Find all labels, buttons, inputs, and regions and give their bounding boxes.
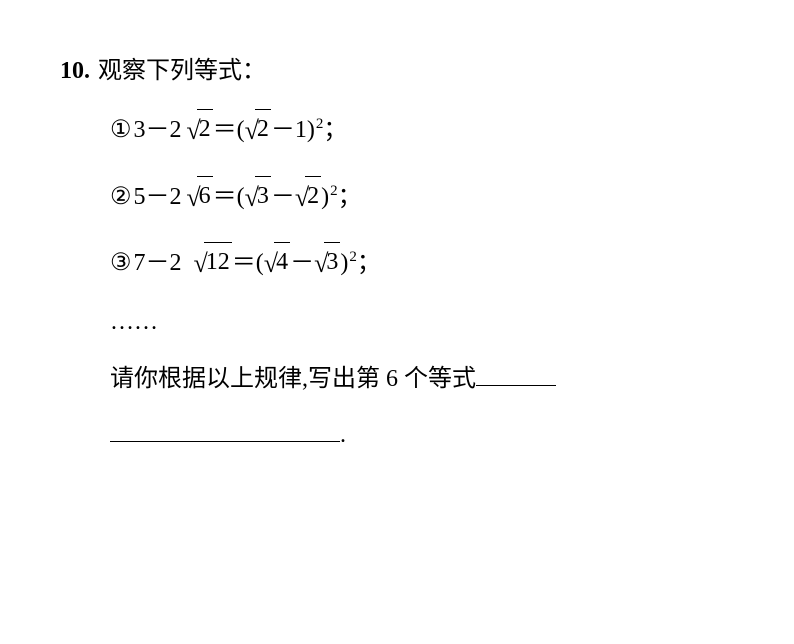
problem-number: 10. bbox=[60, 58, 90, 85]
conclusion-text: 请你根据以上规律,写出第 6 个等式 bbox=[110, 366, 476, 392]
circled-3: ③ bbox=[110, 244, 132, 282]
eq3-exp: 2 bbox=[349, 249, 357, 265]
circled-1: ① bbox=[110, 111, 132, 149]
eq1-minus: － bbox=[271, 117, 295, 143]
period: . bbox=[340, 422, 346, 448]
eq3-minus: － bbox=[290, 250, 314, 276]
fill-blank-1 bbox=[476, 385, 556, 386]
eq1-b: 2 bbox=[170, 117, 182, 143]
eq2-op: － bbox=[146, 184, 170, 210]
problem-container: 10.观察下列等式： ①3－2 √2＝(√2－1)2； ②5－2 √6＝(√3－… bbox=[60, 50, 734, 449]
eq3-a: 7 bbox=[134, 250, 146, 276]
sqrt-3b: √3 bbox=[314, 242, 340, 285]
intro-line: 10. 观察下列等式： bbox=[60, 50, 734, 85]
blank-row: . bbox=[110, 422, 734, 449]
sqrt-arg: 3 bbox=[255, 176, 271, 215]
eq2-exp: 2 bbox=[330, 183, 338, 199]
sqrt-2b: √2 bbox=[245, 109, 271, 152]
eq3-semi: ； bbox=[357, 250, 381, 276]
eq1-semi: ； bbox=[323, 117, 347, 143]
sqrt-12: √12 bbox=[194, 242, 232, 285]
eq1-last: 1 bbox=[295, 117, 307, 143]
sqrt-arg: 4 bbox=[274, 242, 290, 281]
fill-blank-2 bbox=[110, 441, 340, 442]
sqrt-arg: 12 bbox=[204, 242, 232, 281]
eq3-op: － bbox=[146, 250, 170, 276]
eq3-b: 2 bbox=[170, 250, 182, 276]
eq2-eq: ＝ bbox=[213, 184, 237, 210]
eq2-a: 5 bbox=[134, 184, 146, 210]
eq2-b: 2 bbox=[170, 184, 182, 210]
dots: …… bbox=[110, 309, 158, 335]
sqrt-2a: √2 bbox=[186, 109, 212, 152]
conclusion-line: 请你根据以上规律,写出第 6 个等式 bbox=[110, 360, 734, 398]
ellipsis-line: …… bbox=[110, 309, 734, 336]
equation-1: ①3－2 √2＝(√2－1)2； bbox=[110, 109, 734, 152]
sqrt-arg: 2 bbox=[255, 109, 271, 148]
eq1-eq: ＝ bbox=[213, 117, 237, 143]
sqrt-2c: √2 bbox=[295, 176, 321, 219]
sqrt-6: √6 bbox=[186, 176, 212, 219]
equation-2: ②5－2 √6＝(√3－√2)2； bbox=[110, 176, 734, 219]
sqrt-arg: 2 bbox=[305, 176, 321, 215]
sqrt-arg: 3 bbox=[324, 242, 340, 281]
sqrt-4: √4 bbox=[264, 242, 290, 285]
equation-3: ③7－2 √12＝(√4－√3)2； bbox=[110, 242, 734, 285]
eq3-eq: ＝ bbox=[232, 250, 256, 276]
intro-text: 观察下列等式： bbox=[98, 58, 266, 84]
eq2-minus: － bbox=[271, 184, 295, 210]
eq2-semi: ； bbox=[338, 184, 362, 210]
sqrt-arg: 2 bbox=[197, 109, 213, 148]
circled-2: ② bbox=[110, 178, 132, 216]
eq1-op: － bbox=[146, 117, 170, 143]
eq1-a: 3 bbox=[134, 117, 146, 143]
sqrt-3a: √3 bbox=[245, 176, 271, 219]
sqrt-arg: 6 bbox=[197, 176, 213, 215]
